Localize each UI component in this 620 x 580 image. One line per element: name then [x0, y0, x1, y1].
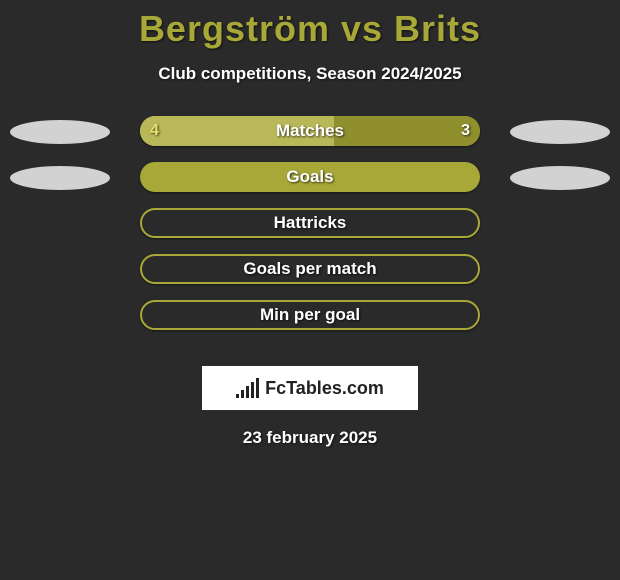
bar-track	[140, 208, 480, 238]
page-subtitle: Club competitions, Season 2024/2025	[0, 64, 620, 84]
logo-bar	[241, 390, 244, 398]
logo-bars-icon	[236, 378, 259, 398]
logo-bar	[236, 394, 239, 398]
stat-row: Goals per match	[0, 254, 620, 300]
date-line: 23 february 2025	[0, 428, 620, 448]
logo-bar	[256, 378, 259, 398]
bar-left-fill	[140, 116, 334, 146]
comparison-infographic: Bergström vs Brits Club competitions, Se…	[0, 0, 620, 580]
logo-bar	[251, 382, 254, 398]
stat-row: Goals	[0, 162, 620, 208]
player-ellipse-left	[10, 166, 110, 190]
logo-bar	[246, 386, 249, 398]
bar-track	[140, 300, 480, 330]
player-ellipse-right	[510, 166, 610, 190]
stat-rows: Matches43GoalsHattricksGoals per matchMi…	[0, 116, 620, 346]
stat-row: Min per goal	[0, 300, 620, 346]
stat-row: Matches43	[0, 116, 620, 162]
player-ellipse-right	[510, 120, 610, 144]
logo-text: FcTables.com	[265, 378, 384, 399]
page-title: Bergström vs Brits	[0, 0, 620, 50]
player-ellipse-left	[10, 120, 110, 144]
logo-box: FcTables.com	[202, 366, 418, 410]
stat-row: Hattricks	[0, 208, 620, 254]
bar-track	[140, 116, 480, 146]
bar-track	[140, 254, 480, 284]
bar-track	[140, 162, 480, 192]
bar-right-fill	[334, 116, 480, 146]
